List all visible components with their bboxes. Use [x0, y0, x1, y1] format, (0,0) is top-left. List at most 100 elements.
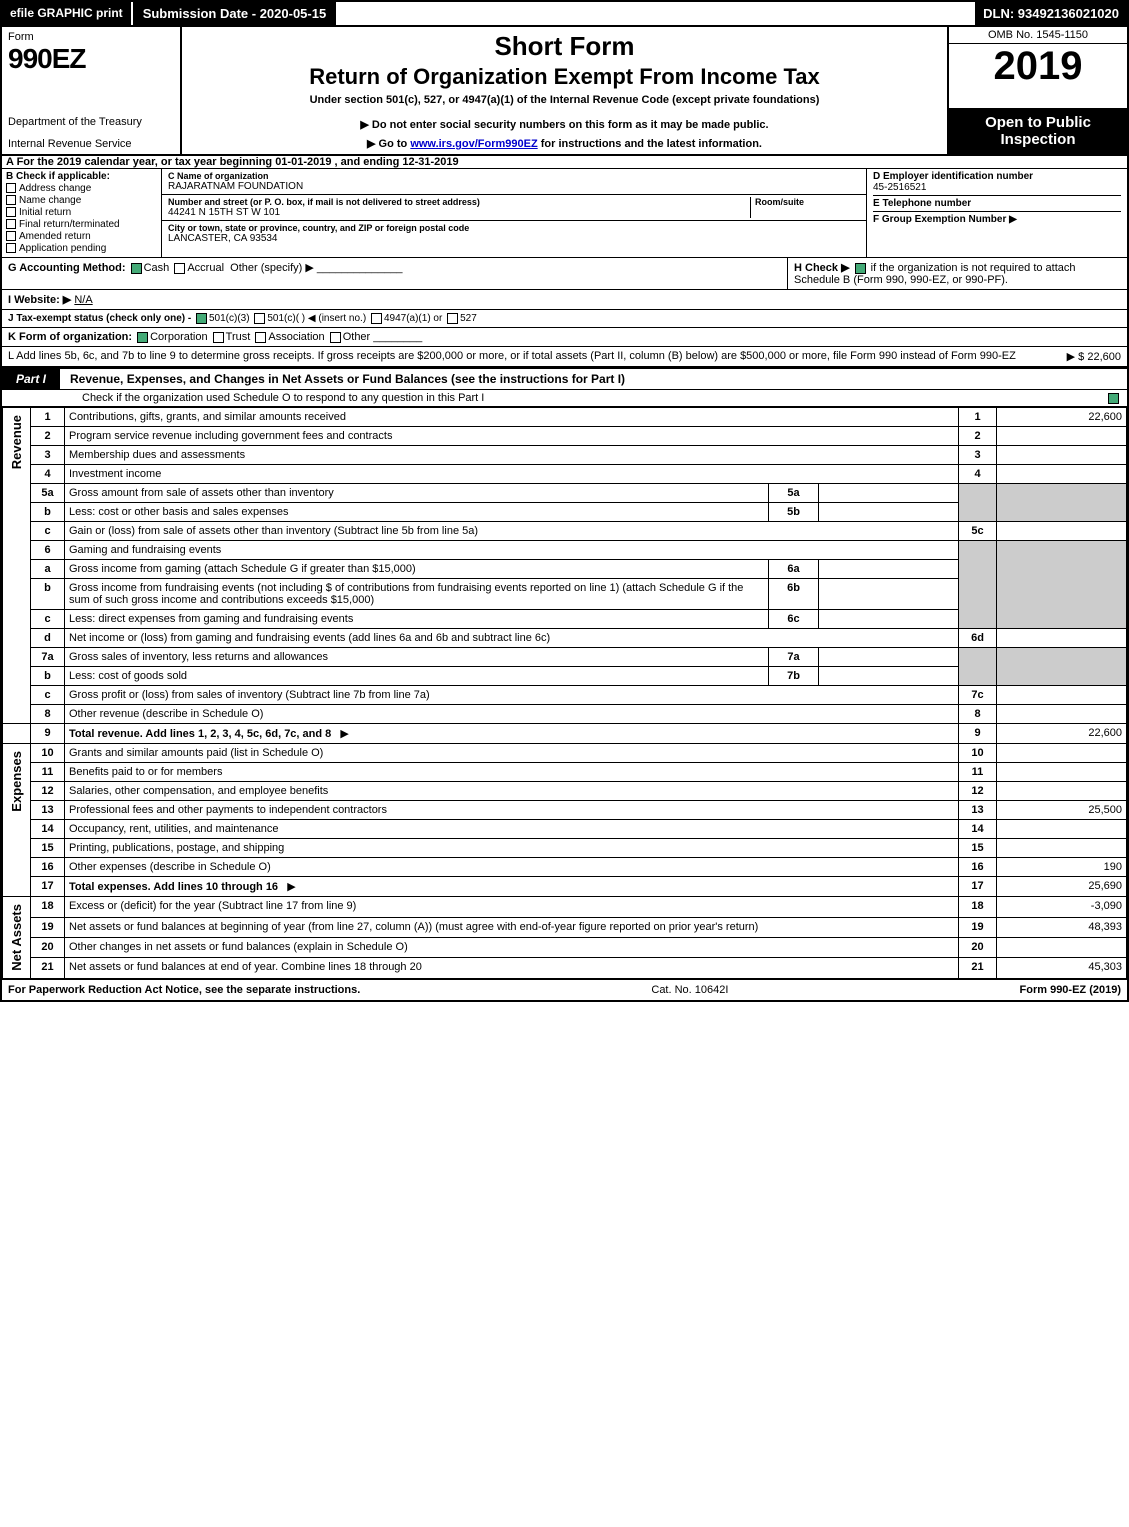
g-accounting: G Accounting Method: Cash Accrual Other … — [2, 258, 787, 289]
row-l: L Add lines 5b, 6c, and 7b to line 9 to … — [2, 347, 1127, 368]
sv-7b — [819, 667, 959, 686]
top-bar: efile GRAPHIC print Submission Date - 20… — [2, 2, 1127, 25]
v-19: 48,393 — [997, 917, 1127, 937]
revenue-side-label: Revenue — [7, 411, 26, 473]
b-opt-pending[interactable]: Application pending — [6, 243, 157, 254]
j-501c3-check[interactable] — [196, 313, 207, 324]
part1-sched-o-check[interactable] — [1108, 393, 1119, 404]
ssn-warning: ▶ Do not enter social security numbers o… — [192, 118, 937, 131]
f-group-label: F Group Exemption Number ▶ — [873, 214, 1121, 225]
j-501c-check[interactable] — [254, 313, 265, 324]
v-5c — [997, 522, 1127, 541]
b-opt-name[interactable]: Name change — [6, 195, 157, 206]
h-check[interactable] — [855, 263, 866, 274]
open-public: Open to Public Inspection — [949, 108, 1127, 154]
d-9: Total revenue. Add lines 1, 2, 3, 4, 5c,… — [69, 728, 331, 740]
header-right: OMB No. 1545-1150 2019 Open to Public In… — [947, 27, 1127, 154]
dln: DLN: 93492136021020 — [975, 2, 1127, 25]
tax-year: 2019 — [949, 44, 1127, 88]
efile-print-button[interactable]: efile GRAPHIC print — [2, 2, 133, 25]
return-title: Return of Organization Exempt From Incom… — [192, 64, 937, 90]
d-6b: Gross income from fundraising events (no… — [69, 582, 743, 606]
g-cash: Cash — [144, 262, 170, 274]
row-k: K Form of organization: Corporation Trus… — [2, 328, 1127, 347]
n-9: 9 — [959, 724, 997, 744]
d-1: Contributions, gifts, grants, and simila… — [69, 411, 346, 423]
s-7a: 7a — [769, 648, 819, 667]
k-corp-check[interactable] — [137, 332, 148, 343]
line-a-text: A For the 2019 calendar year, or tax yea… — [2, 156, 463, 168]
v-7c — [997, 686, 1127, 705]
j-501c: 501(c)( ) ◀ (insert no.) — [267, 313, 366, 324]
org-name-row: C Name of organization RAJARATNAM FOUNDA… — [162, 169, 866, 195]
v-3 — [997, 446, 1127, 465]
sv-5b — [819, 503, 959, 522]
n-16: 16 — [959, 858, 997, 877]
city: LANCASTER, CA 93534 — [168, 233, 860, 244]
n-8: 8 — [959, 705, 997, 724]
e-tel-label: E Telephone number — [873, 198, 1121, 209]
s-6a: 6a — [769, 560, 819, 579]
g-accrual-check[interactable] — [174, 263, 185, 274]
n-3: 3 — [959, 446, 997, 465]
k-trust: Trust — [226, 331, 251, 343]
n-21: 21 — [959, 958, 997, 978]
b-header: B Check if applicable: — [6, 171, 157, 182]
form-990ez-page: efile GRAPHIC print Submission Date - 20… — [0, 0, 1129, 1002]
d-17: Total expenses. Add lines 10 through 16 — [69, 881, 278, 893]
b-opt-address[interactable]: Address change — [6, 183, 157, 194]
d-14: Occupancy, rent, utilities, and maintena… — [69, 823, 279, 835]
part1-header: Part I Revenue, Expenses, and Changes in… — [2, 368, 1127, 390]
n-2: 2 — [959, 427, 997, 446]
k-other-check[interactable] — [330, 332, 341, 343]
s-5b: 5b — [769, 503, 819, 522]
sv-7a — [819, 648, 959, 667]
v-20 — [997, 937, 1127, 957]
k-label: K Form of organization: — [8, 331, 132, 343]
sv-6b — [819, 579, 959, 610]
n-20: 20 — [959, 937, 997, 957]
short-form-title: Short Form — [192, 31, 937, 62]
d-11: Benefits paid to or for members — [69, 766, 222, 778]
j-527-check[interactable] — [447, 313, 458, 324]
d-3: Membership dues and assessments — [69, 449, 245, 461]
g-cash-check[interactable] — [131, 263, 142, 274]
v-10 — [997, 744, 1127, 763]
d-5b: Less: cost or other basis and sales expe… — [69, 506, 289, 518]
n-19: 19 — [959, 917, 997, 937]
b-opt-final[interactable]: Final return/terminated — [6, 219, 157, 230]
expenses-side-label: Expenses — [7, 747, 26, 816]
street-row: Number and street (or P. O. box, if mail… — [162, 195, 866, 221]
irs-link[interactable]: www.irs.gov/Form990EZ — [410, 138, 537, 150]
j-527: 527 — [460, 313, 477, 324]
col-b: B Check if applicable: Address change Na… — [2, 169, 162, 257]
j-4947-check[interactable] — [371, 313, 382, 324]
website-value: N/A — [74, 294, 92, 306]
dept-treasury: Department of the Treasury — [8, 116, 174, 128]
part1-sub: Check if the organization used Schedule … — [2, 390, 1127, 407]
n-13: 13 — [959, 801, 997, 820]
omb-number: OMB No. 1545-1150 — [949, 27, 1127, 44]
goto-pre: ▶ Go to — [367, 138, 410, 150]
n-15: 15 — [959, 839, 997, 858]
k-other: Other — [343, 331, 371, 343]
part1-tab: Part I — [2, 369, 60, 389]
k-assoc-check[interactable] — [255, 332, 266, 343]
b-opt-amended[interactable]: Amended return — [6, 231, 157, 242]
d-21: Net assets or fund balances at end of ye… — [69, 961, 422, 973]
d-10: Grants and similar amounts paid (list in… — [69, 747, 323, 759]
j-501c3: 501(c)(3) — [209, 313, 250, 324]
b-opt-initial[interactable]: Initial return — [6, 207, 157, 218]
goto-post: for instructions and the latest informat… — [538, 138, 762, 150]
ln-1: 1 — [31, 408, 65, 427]
i-label: I Website: ▶ — [8, 294, 71, 306]
form-number: 990EZ — [8, 43, 174, 75]
sv-6c — [819, 610, 959, 629]
under-section: Under section 501(c), 527, or 4947(a)(1)… — [192, 94, 937, 106]
k-trust-check[interactable] — [213, 332, 224, 343]
v-12 — [997, 782, 1127, 801]
v-6d — [997, 629, 1127, 648]
h-schedule-b: H Check ▶ if the organization is not req… — [787, 258, 1127, 289]
sv-5a — [819, 484, 959, 503]
room-label: Room/suite — [755, 197, 860, 207]
